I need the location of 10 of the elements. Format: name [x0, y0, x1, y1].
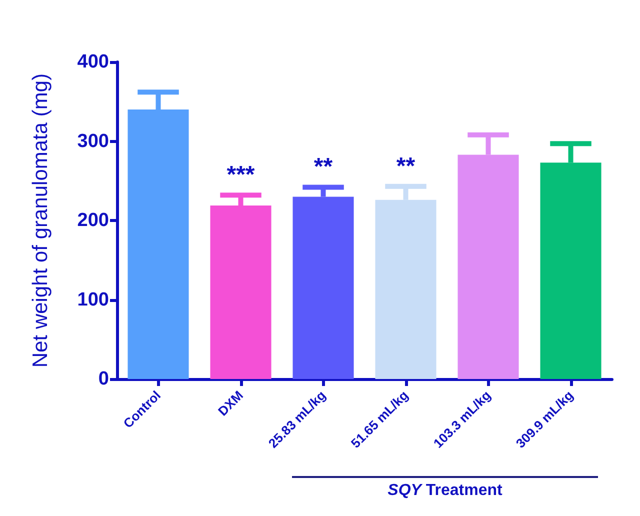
annotation: ** [314, 154, 334, 181]
text: SQY Treatment [386, 482, 504, 500]
y-axis-title: Net weight of granulomata (mg) [29, 73, 52, 368]
annotation: ** [396, 152, 416, 180]
y-tick-label: 300 [77, 130, 109, 152]
y-tick-label: 200 [77, 210, 109, 231]
y-tick-label: 100 [77, 289, 109, 310]
annotation: *** [226, 162, 256, 189]
y-tick-label: 0 [98, 368, 109, 390]
y-tick-label: 400 [77, 52, 109, 72]
